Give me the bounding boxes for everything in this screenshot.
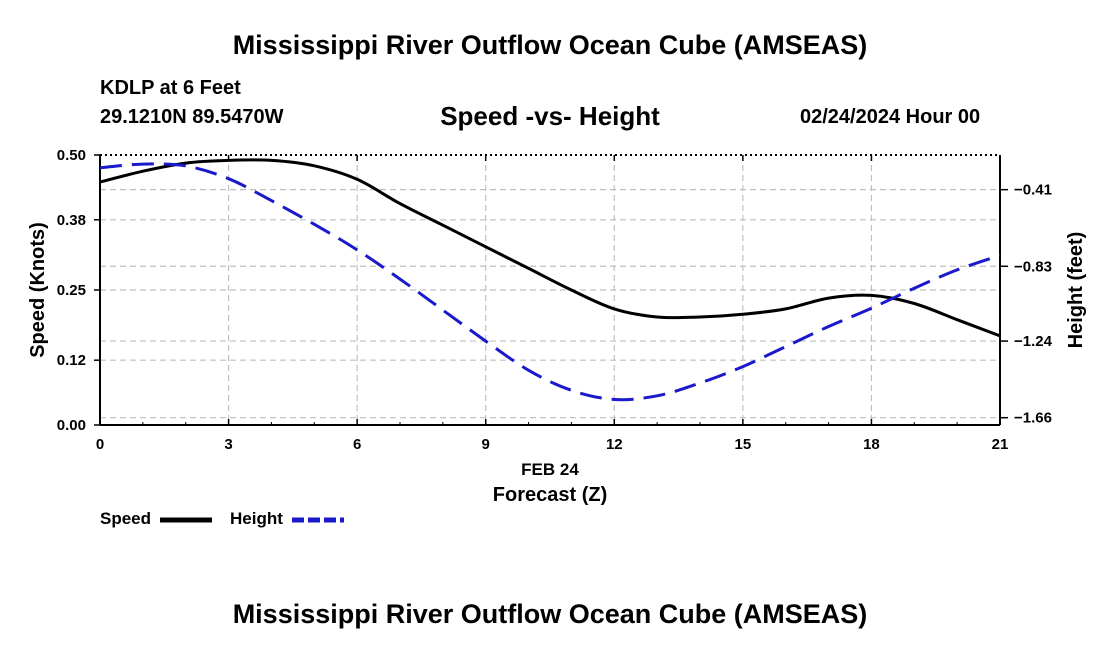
x-tick-label: 18 [863,436,880,453]
series-line-speed [99,158,1001,338]
x-tick-label: 15 [735,436,752,453]
station-label: KDLP at 6 Feet [100,77,241,99]
x-axis-date-label: FEB 24 [521,460,579,479]
x-tick-label: 21 [992,436,1009,453]
x-tick-label: 6 [353,436,361,453]
y-tick-label: 0.12 [57,352,86,369]
y2-tick-label: −0.83 [1014,258,1052,275]
x-tick-label: 3 [224,436,232,453]
y-tick-label: 0.50 [57,147,86,164]
chart-subtitle: Speed -vs- Height [440,101,660,131]
y-tick-label: 0.25 [57,282,86,299]
axes [94,154,1008,426]
y-tick-label: 0.00 [57,417,86,434]
y2-axis-title: Height (feet) [1065,232,1087,349]
series-line-height [99,162,1001,402]
x-axis-title: Forecast (Z) [493,484,607,506]
y-tick-label: 0.38 [57,212,86,229]
series [99,158,1001,402]
footer-title: Mississippi River Outflow Ocean Cube (AM… [232,599,868,629]
datetime-label: 02/24/2024 Hour 00 [800,106,981,128]
x-tick-label: 12 [606,436,623,453]
coordinates-label: 29.1210N 89.5470W [100,106,284,128]
x-tick-label: 9 [482,436,490,453]
y2-tick-label: −1.24 [1014,333,1053,350]
y-axis-title: Speed (Knots) [27,222,49,358]
legend-speed-label: Speed [100,509,152,528]
y2-tick-label: −0.41 [1014,182,1052,199]
y2-tick-label: −1.66 [1014,410,1052,427]
grid [100,155,1000,425]
axis-text: 0 3 6 9 12 15 18 21 0.00 0.12 0.25 0.38 0.50 −0.41 −0.… [27,147,1087,506]
chart-title: Mississippi River Outflow Ocean Cube (AM… [232,30,868,60]
legend-height-label: Height [230,509,283,528]
x-tick-label: 0 [96,436,104,453]
